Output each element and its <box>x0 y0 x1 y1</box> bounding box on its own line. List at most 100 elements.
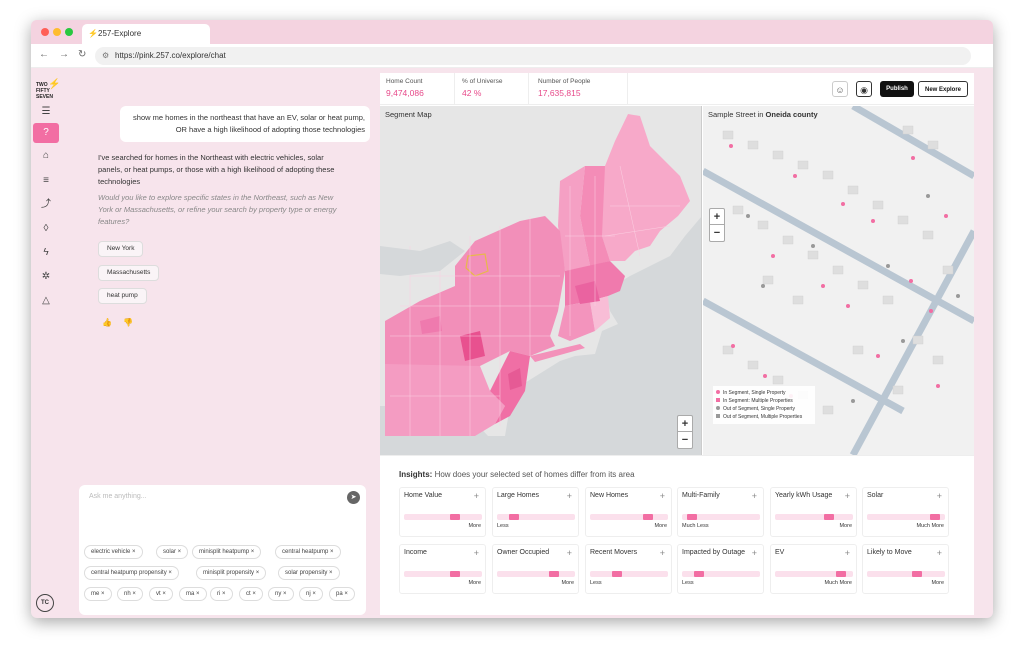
insight-card[interactable]: Owner Occupied + More <box>492 544 579 594</box>
add-insight-icon[interactable]: + <box>936 548 942 558</box>
new-explore-button[interactable]: New Explore <box>918 81 968 97</box>
send-icon[interactable]: ➤ <box>347 491 360 504</box>
filter-tag[interactable]: solar propensity × <box>278 566 340 580</box>
minimize-window-button[interactable] <box>53 28 61 36</box>
zoom-out-button[interactable]: − <box>681 434 689 446</box>
insight-card[interactable]: Impacted by Outage + Less <box>677 544 764 594</box>
suggestion-chip[interactable]: Massachusetts <box>98 265 160 281</box>
add-insight-icon[interactable]: + <box>844 548 850 558</box>
filter-tag[interactable]: solar × <box>156 545 189 559</box>
filter-tag[interactable]: vt × <box>149 587 173 601</box>
tab-title: 257-Explore <box>98 29 142 38</box>
zoom-in-button[interactable]: + <box>678 416 692 432</box>
insight-card[interactable]: Recent Movers + Less <box>585 544 672 594</box>
insight-direction: Less <box>682 580 694 586</box>
insights-title: Insights: How does your selected set of … <box>399 470 635 479</box>
filter-tag[interactable]: electric vehicle × <box>84 545 143 559</box>
insight-card[interactable]: Solar + Much More <box>862 487 949 537</box>
legend-item: In Segment: Multiple Properties <box>716 397 812 405</box>
camera-icon[interactable]: ◉ <box>856 81 872 97</box>
title-bar: ⚡ 257-Explore <box>31 20 993 44</box>
menu-icon[interactable]: ☰ <box>41 106 51 117</box>
insight-direction: Much Less <box>682 523 709 529</box>
filter-tag[interactable]: pa × <box>329 587 355 601</box>
insight-name: Home Value <box>404 492 443 499</box>
emoji-icon[interactable]: ☺ <box>832 81 848 97</box>
insight-card[interactable]: Multi-Family + Much Less <box>677 487 764 537</box>
filter-tag[interactable]: minisplit heatpump × <box>192 545 262 559</box>
filter-tag[interactable]: central heatpump propensity × <box>84 566 179 580</box>
filter-tag[interactable]: ct × <box>239 587 263 601</box>
thumbs-up-icon[interactable]: 👍 <box>102 318 112 327</box>
publish-button[interactable]: Publish <box>880 81 914 97</box>
segment-map-canvas <box>380 106 701 455</box>
stats-bar: Home Count 9,474,086 % of Universe 42 % … <box>380 73 974 105</box>
forward-icon[interactable]: → <box>59 49 69 60</box>
help-icon[interactable]: ? <box>33 123 59 143</box>
insight-direction: Less <box>590 580 602 586</box>
bolt-nav-icon[interactable]: ϟ <box>43 247 49 258</box>
insight-name: Multi-Family <box>682 492 720 499</box>
add-insight-icon[interactable]: + <box>473 491 479 501</box>
avatar[interactable]: TC <box>36 594 54 612</box>
suggestion-chip[interactable]: New York <box>98 241 144 257</box>
insight-bar-marker <box>509 514 519 520</box>
segment-map[interactable]: Segment Map <box>380 106 702 455</box>
insight-bar <box>867 571 945 577</box>
suggestion-chip[interactable]: heat pump <box>98 288 147 304</box>
add-insight-icon[interactable]: + <box>844 491 850 501</box>
street-legend: In Segment, Single Property In Segment: … <box>713 386 815 424</box>
filter-tag[interactable]: minisplit propensity × <box>196 566 267 580</box>
chat-compose: Ask me anything... ➤ electric vehicle × … <box>79 485 366 615</box>
insight-name: Owner Occupied <box>497 549 550 556</box>
insight-card[interactable]: Large Homes + Less <box>492 487 579 537</box>
insight-card[interactable]: Likely to Move + More <box>862 544 949 594</box>
insight-name: Large Homes <box>497 492 540 499</box>
insight-card[interactable]: EV + Much More <box>770 544 857 594</box>
filter-tag[interactable]: ma × <box>179 587 207 601</box>
filter-tag[interactable]: central heatpump × <box>275 545 341 559</box>
zoom-in-button[interactable]: + <box>710 209 724 225</box>
close-window-button[interactable] <box>41 28 49 36</box>
network-icon[interactable]: ✲ <box>41 271 51 282</box>
maximize-window-button[interactable] <box>65 28 73 36</box>
legend-item: Out of Segment, Single Property <box>716 405 812 413</box>
add-insight-icon[interactable]: + <box>473 548 479 558</box>
home-icon[interactable]: ⌂ <box>42 150 50 161</box>
filter-tag[interactable]: ri × <box>210 587 233 601</box>
add-insight-icon[interactable]: + <box>659 491 665 501</box>
site-settings-icon[interactable]: ⚙ <box>102 51 110 60</box>
stat-people: Number of People 17,635,815 <box>538 78 590 98</box>
add-insight-icon[interactable]: + <box>751 548 757 558</box>
filter-tag[interactable]: nh × <box>117 587 143 601</box>
insight-card[interactable]: Income + More <box>399 544 486 594</box>
shield-icon[interactable]: ◊ <box>43 223 49 234</box>
filter-tag[interactable]: me × <box>84 587 112 601</box>
back-icon[interactable]: ← <box>39 49 49 60</box>
insight-bar <box>404 571 482 577</box>
reload-icon[interactable]: ↻ <box>78 49 87 60</box>
filter-tag[interactable]: nj × <box>299 587 323 601</box>
database-icon[interactable]: ≡ <box>43 175 49 186</box>
add-insight-icon[interactable]: + <box>751 491 757 501</box>
insight-bar-marker <box>694 571 704 577</box>
insight-card[interactable]: New Homes + More <box>585 487 672 537</box>
zoom-out-button[interactable]: − <box>713 227 721 239</box>
add-insight-icon[interactable]: + <box>566 548 572 558</box>
browser-tab[interactable]: ⚡ 257-Explore <box>82 24 210 44</box>
thumbs-down-icon[interactable]: 👎 <box>123 318 133 327</box>
sample-street-map[interactable]: Sample Street in Oneida county <box>703 106 974 455</box>
filter-tag[interactable]: ny × <box>268 587 294 601</box>
add-insight-icon[interactable]: + <box>566 491 572 501</box>
insight-card[interactable]: Yearly kWh Usage + More <box>770 487 857 537</box>
insight-name: Impacted by Outage <box>682 549 746 556</box>
street-map-zoom[interactable]: + − <box>709 208 725 242</box>
add-insight-icon[interactable]: + <box>936 491 942 501</box>
shapes-icon[interactable]: △ <box>42 295 50 306</box>
insight-card[interactable]: Home Value + More <box>399 487 486 537</box>
add-insight-icon[interactable]: + <box>659 548 665 558</box>
segment-map-zoom[interactable]: + − <box>677 415 693 449</box>
address-field[interactable]: ⚙ https://pink.257.co/explore/chat <box>95 47 971 65</box>
analytics-icon[interactable]: ⤴ <box>41 199 51 210</box>
chat-input[interactable]: Ask me anything... <box>89 493 147 500</box>
